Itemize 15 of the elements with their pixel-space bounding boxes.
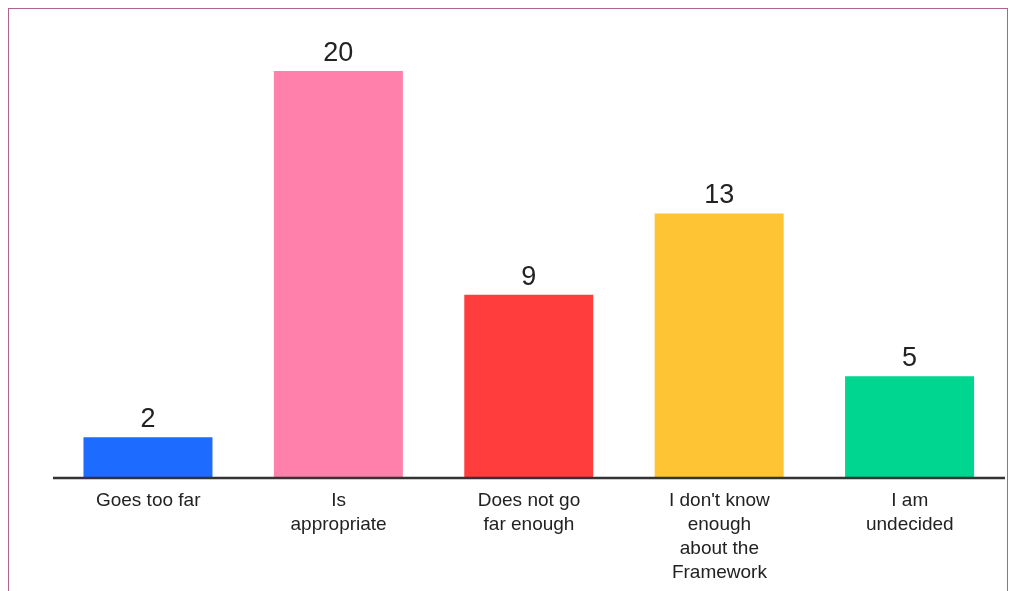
bar: [464, 294, 594, 478]
bar: [273, 71, 403, 478]
x-tick-label: I am undecided: [865, 489, 954, 534]
bar: [83, 437, 213, 478]
data-label: 5: [902, 342, 918, 373]
x-tick-label: Goes too far: [95, 489, 202, 510]
bar: [845, 376, 975, 478]
x-tick-label: Does not go far enough: [477, 489, 581, 534]
data-label: 9: [521, 260, 537, 291]
data-label: 20: [323, 37, 354, 67]
x-tick-label: Is appropriate: [290, 489, 387, 534]
data-label: 13: [704, 179, 735, 210]
bar: [654, 213, 784, 478]
x-tick-label: I don't know enough about the Framework: [668, 489, 771, 582]
data-label: 2: [140, 403, 156, 434]
